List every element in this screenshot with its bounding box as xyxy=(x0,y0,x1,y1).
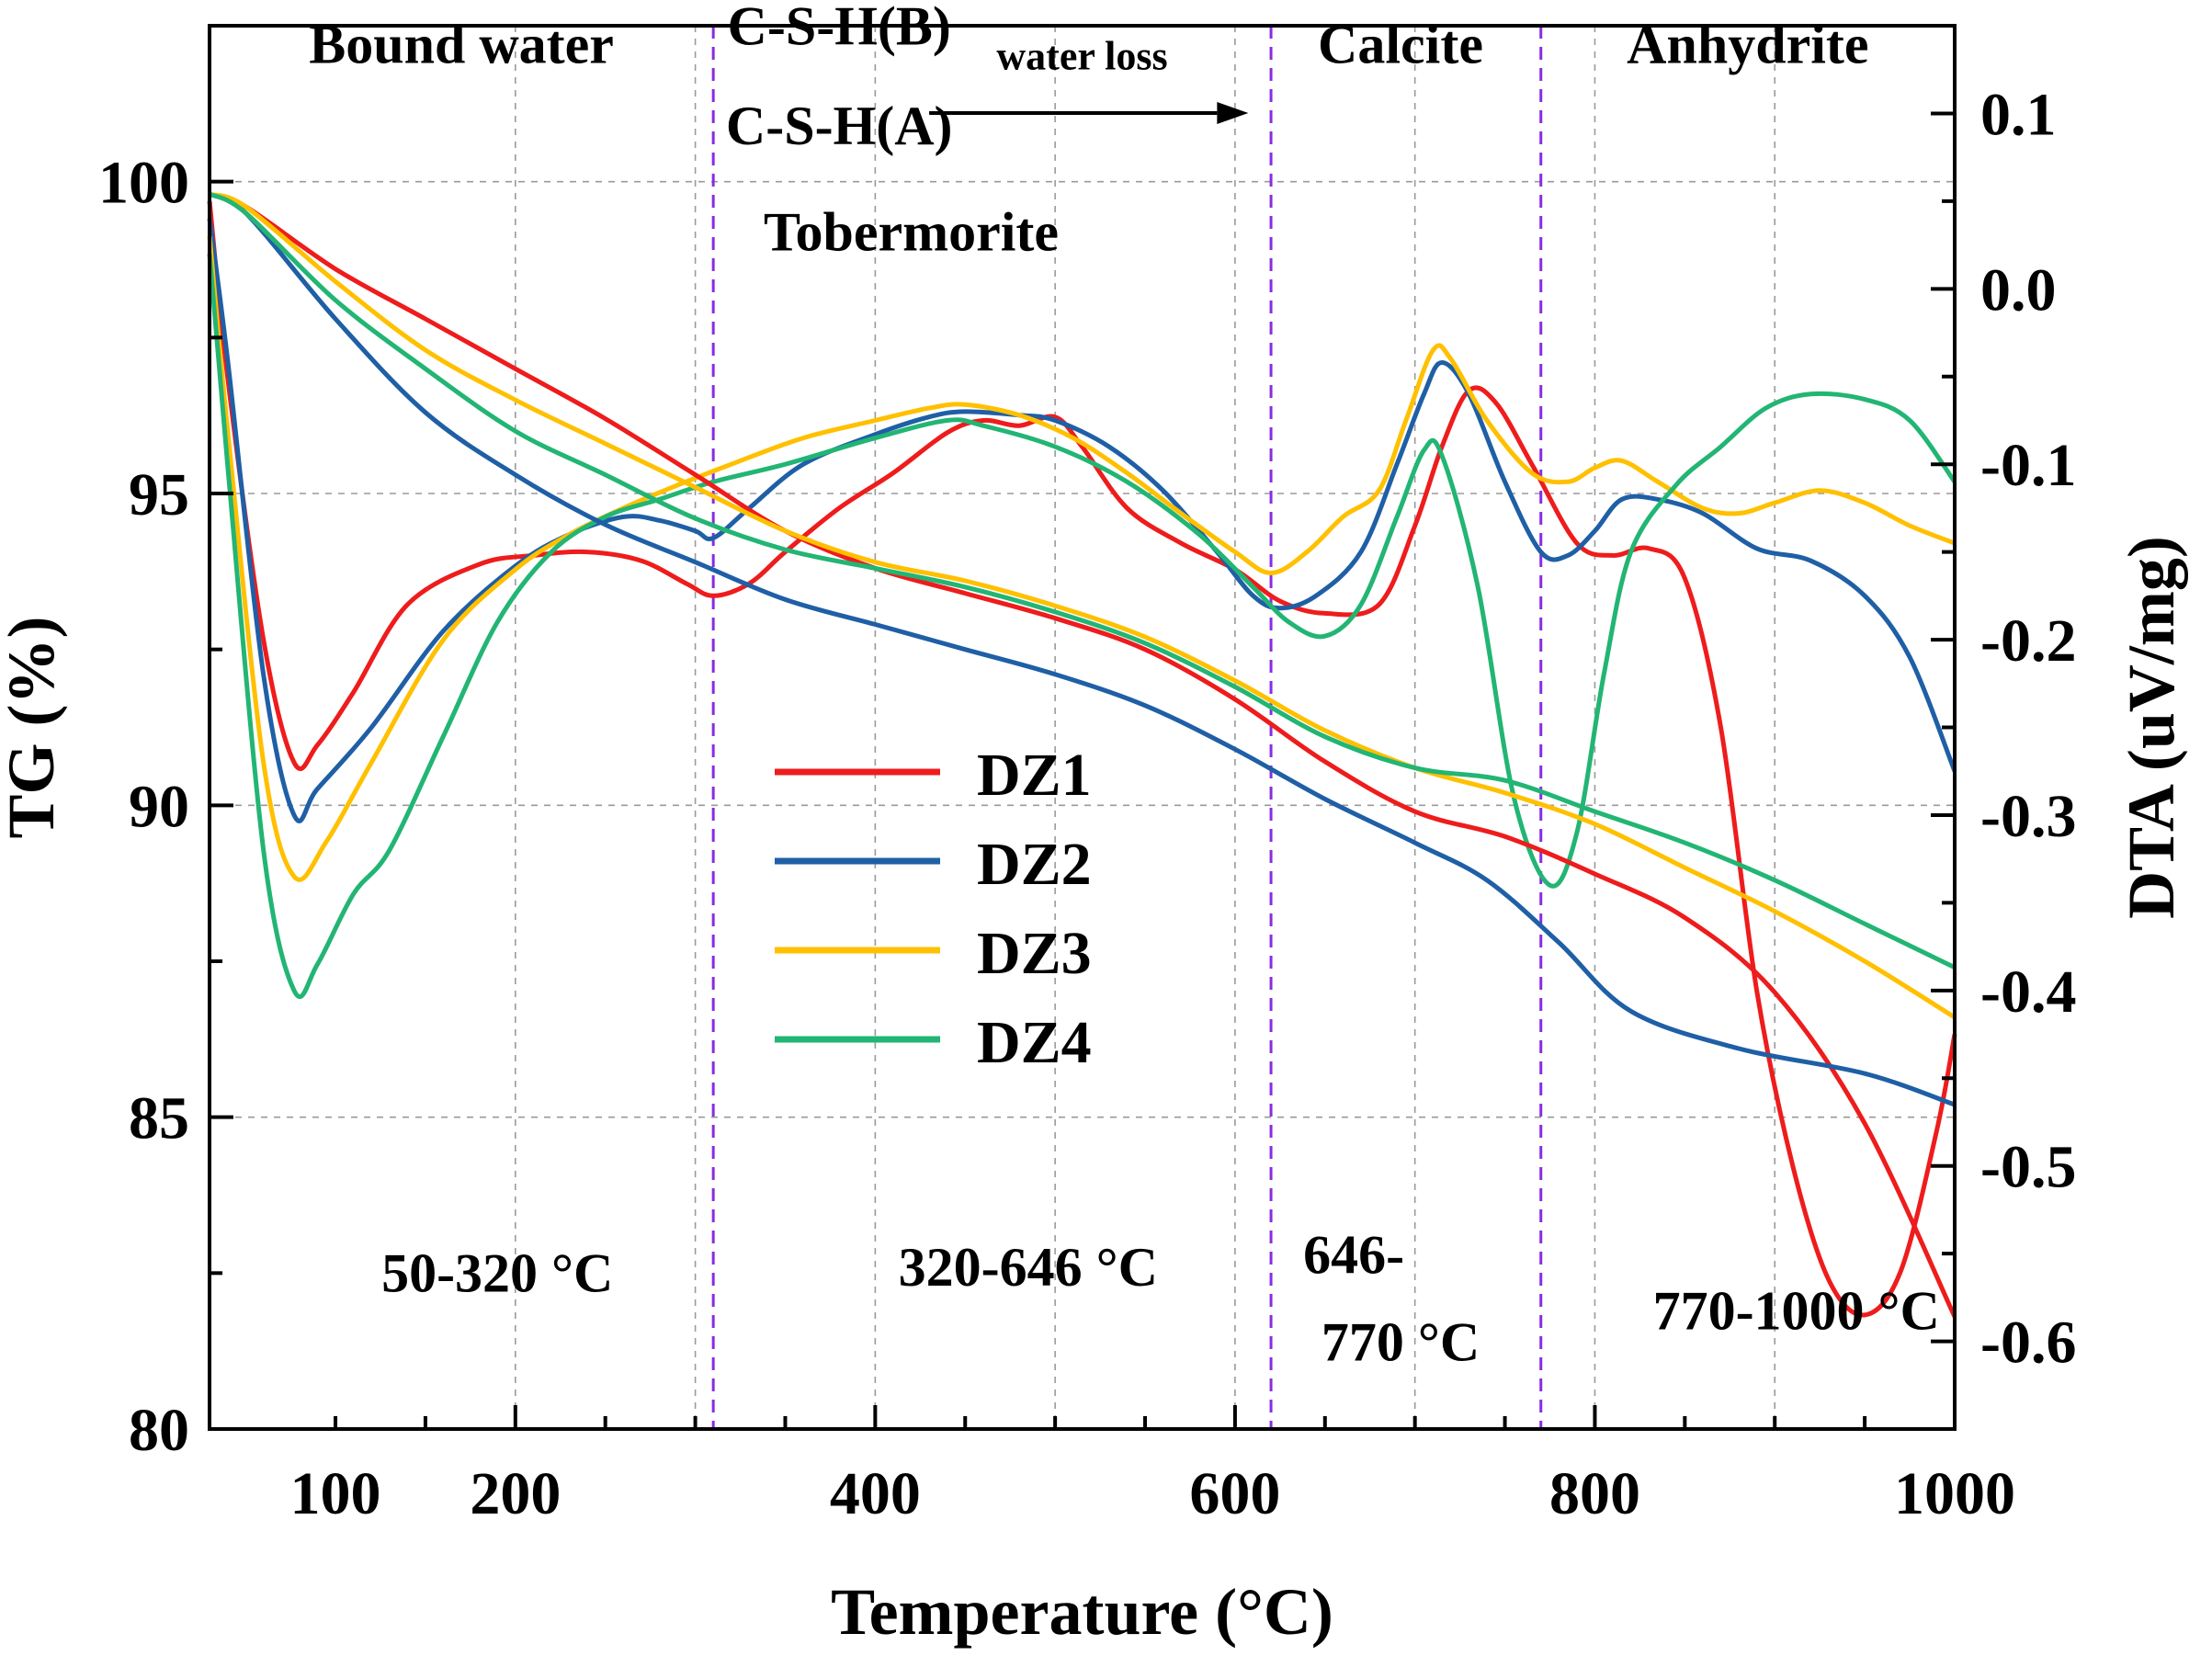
y-left-tick-label-85: 85 xyxy=(129,1085,189,1152)
tg-line-dz4 xyxy=(208,191,1957,970)
y-left-tick-label-100: 100 xyxy=(98,150,189,217)
region-title-water-loss: water loss xyxy=(996,34,1167,79)
region-title-bound: Bound water xyxy=(309,15,614,75)
y-right-tick-label-6: -0.5 xyxy=(1980,1134,2076,1201)
region-title-anhydrite: Anhydrite xyxy=(1627,15,1868,75)
range-label-r3b: 770 °C xyxy=(1322,1311,1480,1372)
y-left-tick-label-80: 80 xyxy=(129,1397,189,1464)
x-tick-label-400: 400 xyxy=(830,1460,921,1527)
y-left-axis-title: TG (%) xyxy=(0,617,68,839)
x-tick-label-600: 600 xyxy=(1189,1460,1280,1527)
y-right-tick-label-5: -0.4 xyxy=(1980,958,2076,1026)
range-label-r3a: 646- xyxy=(1303,1224,1404,1285)
x-tick-label-800: 800 xyxy=(1549,1460,1640,1527)
y-right-axis-title: DTA (uV/mg) xyxy=(2115,536,2188,919)
y-left-tick-label-95: 95 xyxy=(129,461,189,528)
y-left-tick-label-90: 90 xyxy=(129,773,189,840)
region-title-tobermorite: Tobermorite xyxy=(764,201,1059,262)
dta-line-dz1 xyxy=(207,200,1957,1318)
range-label-r1: 50-320 °C xyxy=(381,1243,613,1304)
range-label-r4: 770-1000 °C xyxy=(1653,1280,1940,1341)
y-right-tick-label-3: -0.2 xyxy=(1980,607,2076,675)
y-right-tick-label-0: 0.1 xyxy=(1980,81,2057,148)
region-dividers xyxy=(711,26,1543,1429)
plot-lines xyxy=(207,191,1957,1318)
region-title-csh-a: C-S-H(A) xyxy=(726,96,953,156)
region-annotations: Bound water C-S-H(B) water loss C-S-H(A) Tob… xyxy=(309,0,1940,1372)
legend-label-dz2: DZ2 xyxy=(977,831,1092,898)
x-tick-label-200: 200 xyxy=(470,1460,561,1527)
grid xyxy=(210,26,1955,1429)
y-right-tick-label-1: 0.0 xyxy=(1980,256,2057,323)
tg-line-dz3 xyxy=(209,191,1957,1020)
water-loss-arrow-head xyxy=(1217,102,1249,125)
x-tick-label-1000: 1000 xyxy=(1894,1460,2015,1527)
legend-label-dz1: DZ1 xyxy=(977,742,1092,809)
legend: DZ1 DZ2 DZ3 DZ4 xyxy=(775,742,1092,1076)
y-right-tick-label-7: -0.6 xyxy=(1980,1310,2076,1377)
x-tick-label-100: 100 xyxy=(290,1460,381,1527)
tg-line-dz2 xyxy=(208,191,1956,1107)
region-title-calcite: Calcite xyxy=(1318,15,1483,75)
dta-line-dz4 xyxy=(207,253,1957,1000)
y-right-tick-label-2: -0.1 xyxy=(1980,432,2076,499)
dta-line-dz2 xyxy=(207,218,1957,823)
legend-label-dz4: DZ4 xyxy=(977,1009,1092,1076)
region-title-csh-b: C-S-H(B) xyxy=(728,0,951,56)
tick-labels: 100 200 400 600 800 1000 80 85 90 95 100 0.1 0.0 -0.1… xyxy=(98,81,2076,1527)
dta-line-dz3 xyxy=(207,235,1956,882)
x-axis-title: Temperature (°C) xyxy=(831,1575,1333,1649)
tg-line-dz1 xyxy=(209,191,1957,1318)
range-label-r2: 320-646 °C xyxy=(899,1237,1158,1298)
axis-ticks xyxy=(210,24,1957,1431)
legend-label-dz3: DZ3 xyxy=(977,920,1092,987)
y-right-tick-label-4: -0.3 xyxy=(1980,783,2076,850)
